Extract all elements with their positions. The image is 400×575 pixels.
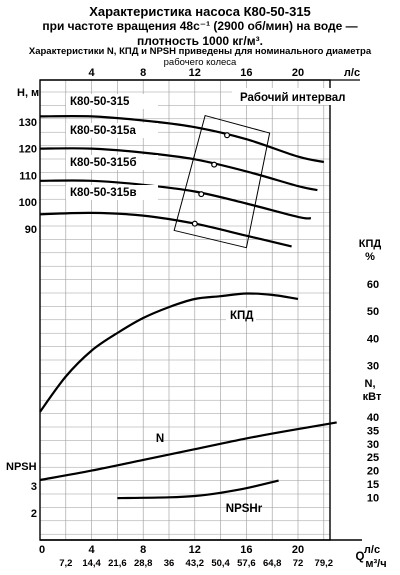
bottom-axis-unit-m3h: м³/ч [365,558,386,570]
power-curve [39,421,337,482]
head-curve-1 [39,147,318,192]
head-tick-label: 120 [19,144,37,156]
operating-point-2 [198,191,205,198]
head-curve-label-bg-2 [66,155,158,170]
head-tick-label: 100 [19,197,37,209]
head-curve-label-bg-1 [66,123,158,138]
bottom-tick-label-m3h: 50,4 [211,558,230,569]
curves: Рабочий интервал К80-50-315 К80-50-315а К80… [39,88,345,515]
bottom-tick-label: 12 [189,544,201,556]
top-axis-unit: л/с [344,67,360,79]
working-range-label: Рабочий интервал [240,92,345,104]
head-tick-label: 130 [19,117,37,129]
efficiency-label-bg [226,308,256,322]
bottom-tick-label: 16 [240,544,252,556]
power-tick-label: 10 [367,492,379,504]
power-tick-label: 40 [367,412,379,424]
power-curve-label: N [156,433,164,445]
top-tick-label: 8 [140,67,146,79]
head-curve-2 [39,179,312,220]
eff-tick-label: 50 [367,306,379,318]
bottom-tick-label-m3h: 7,2 [59,558,72,569]
chart-subtitle-2: плотность 1000 кг/м³. [137,34,263,48]
eff-tick-label: 30 [367,361,379,373]
head-tick-label: 90 [25,224,37,236]
head-curve-label-3: К80-50-315в [70,187,137,199]
npsh-tick-label: 2 [31,508,37,520]
bottom-tick-label-m3h: 64,8 [263,558,282,569]
bottom-tick-label-m3h: 14,4 [82,558,101,569]
bottom-tick-label-m3h: 21,6 [108,558,127,569]
head-curve-0 [39,115,325,164]
working-range-box [173,114,271,249]
npsh-tick-label: 3 [31,481,37,493]
npsh-axis-label: NPSH [6,461,37,473]
top-tick-label: 20 [292,67,304,79]
power-tick-label: 30 [367,439,379,451]
bottom-tick-label: 0 [39,544,45,556]
bottom-tick-label-m3h: 36 [164,558,175,569]
bottom-tick-label: 8 [140,544,146,556]
npsh-curve [117,479,279,500]
plot-frame [39,79,362,541]
bottom-tick-label-m3h: 43,2 [186,558,205,569]
power-tick-label: 20 [367,466,379,478]
power-tick-label: 35 [367,425,379,437]
head-curve-label-bg-3 [66,185,158,200]
power-tick-label: 25 [367,452,379,464]
top-tick-label: 12 [189,67,201,79]
head-curve-label-2: К80-50-315б [70,157,137,169]
working-range-label-bg [232,88,334,105]
efficiency-curve [39,292,299,413]
power-axis-unit: кВт [363,391,382,403]
eff-axis-unit: % [365,251,375,263]
operating-point-1 [211,161,218,168]
power-axis-label: N, [365,378,376,390]
top-tick-label: 4 [89,67,96,79]
eff-tick-label: 40 [367,333,379,345]
q-axis-label: Q [356,551,365,563]
head-curve-label-1: К80-50-315а [70,125,136,137]
bottom-axis-unit-ls: л/с [364,544,380,556]
power-tick-label: 15 [367,479,379,491]
operating-point-0 [224,132,231,139]
bottom-tick-label-m3h: 72 [293,558,304,569]
tick-labels: 4 8 12 16 20 л/с0 4 8 12 16 20 л/с7,2 14,4 21,6 28,8 36… [6,67,387,570]
grid [40,80,330,540]
top-tick-label: 16 [240,67,252,79]
operating-point-3 [191,220,198,227]
bottom-tick-label: 4 [89,544,96,556]
bottom-tick-label-m3h: 28,8 [134,558,153,569]
efficiency-curve-label: КПД [230,310,253,322]
chart-title: Характеристика насоса К80-50-315 [89,4,311,19]
chart-note: Характеристики N, КПД и NPSH приведены д… [28,46,372,57]
head-curve-label-bg-0 [66,94,158,109]
head-curve-3 [39,211,292,248]
head-tick-label: 110 [19,170,37,182]
bottom-tick-label: 20 [292,544,304,556]
bottom-tick-label-m3h: 79,2 [315,558,334,569]
eff-tick-label: 60 [367,279,379,291]
npsh-curve-label: NPSHr [226,503,263,515]
chart-note-2: рабочего колеса [163,57,237,68]
eff-axis-label: КПД [359,238,382,250]
bottom-tick-label-m3h: 57,6 [237,558,256,569]
head-axis-label: H, м [17,87,39,99]
head-curve-label-0: К80-50-315 [70,96,130,108]
chart-subtitle-1: при частоте вращения 48с⁻¹ (2900 об/мин)… [42,19,358,33]
